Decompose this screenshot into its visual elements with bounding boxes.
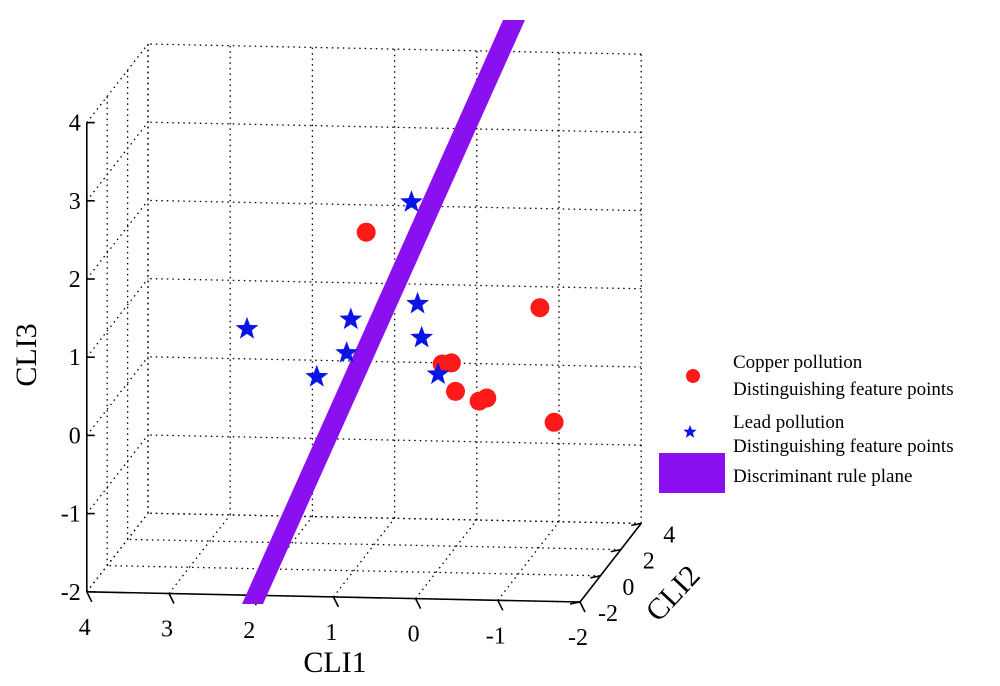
copper-point [544, 412, 564, 432]
z-tick-label: -2 [61, 580, 81, 606]
y-axis-line [579, 522, 642, 603]
legend-plane-label: Discriminant rule plane [733, 466, 912, 487]
copper-point [356, 222, 376, 242]
x-tick-mark [414, 598, 422, 609]
grid-line [168, 514, 231, 594]
legend-plane-swatch [659, 453, 725, 493]
x-tick-label: 0 [408, 622, 420, 648]
x-tick-mark [332, 596, 340, 608]
lead-point [426, 362, 450, 384]
x-tick-mark [579, 601, 586, 613]
legend-lead-marker [683, 425, 697, 438]
x-tick-mark [497, 599, 504, 611]
grid-line [497, 521, 560, 601]
grid-line [86, 121, 149, 202]
grid-line [86, 200, 149, 280]
lead-point [305, 364, 329, 387]
grid-line [86, 278, 149, 358]
discriminant-plane-band [242, 20, 525, 604]
legend: Copper pollution Distinguishing feature … [659, 352, 954, 493]
z-tick-label: 1 [69, 345, 81, 371]
grid-line [86, 434, 149, 514]
lead-point [339, 307, 363, 330]
grid [86, 43, 642, 603]
z-tick-label: -1 [61, 502, 81, 528]
grid-line [332, 517, 396, 598]
grid-line [86, 356, 149, 436]
y-tick-mark [590, 575, 601, 579]
z-tick-label: 0 [69, 423, 81, 449]
copper-point [441, 353, 461, 373]
x-tick-mark [86, 591, 93, 603]
y-tick-mark [631, 522, 642, 527]
y-tick-label: -2 [598, 601, 618, 627]
grid-line [147, 43, 642, 55]
lead-point [335, 341, 359, 363]
copper-point [530, 298, 550, 318]
y-tick-mark [610, 548, 621, 553]
x-tick-label: 3 [161, 617, 173, 643]
lead-point [400, 190, 423, 212]
x-tick-label: 4 [79, 615, 91, 641]
z-tick-label: 4 [69, 111, 81, 137]
data-points [235, 190, 564, 432]
grid-line [86, 512, 149, 593]
copper-point [446, 381, 465, 401]
z-tick-label: 2 [69, 267, 81, 293]
legend-copper-label-line2: Distinguishing feature points [733, 379, 954, 400]
legend-copper-marker [686, 369, 700, 383]
x-tick-label: -1 [486, 623, 506, 649]
legend-lead-label-line2: Distinguishing feature points [733, 436, 954, 457]
lead-point [410, 325, 434, 348]
lead-point [406, 291, 429, 314]
x-tick-label: 2 [243, 618, 255, 644]
y-tick-label: 0 [622, 575, 634, 601]
grid-line [86, 43, 149, 123]
x-tick-label: 1 [325, 620, 337, 646]
discriminant-plane [242, 20, 525, 604]
legend-copper-label: Copper pollution [733, 352, 863, 373]
x-tick-label: -2 [568, 625, 588, 651]
y-tick-label: 2 [643, 549, 655, 575]
copper-point [477, 388, 497, 408]
grid-line [415, 519, 478, 599]
y-tick-label: 4 [663, 522, 675, 548]
legend-lead-label: Lead pollution [733, 412, 845, 433]
y-tick-mark [569, 601, 581, 605]
x-axis-title: CLI1 [303, 646, 366, 679]
z-axis-title: CLI3 [10, 323, 43, 386]
lead-point [235, 316, 259, 339]
x-tick-mark [168, 593, 175, 604]
z-tick-label: 3 [69, 189, 81, 215]
